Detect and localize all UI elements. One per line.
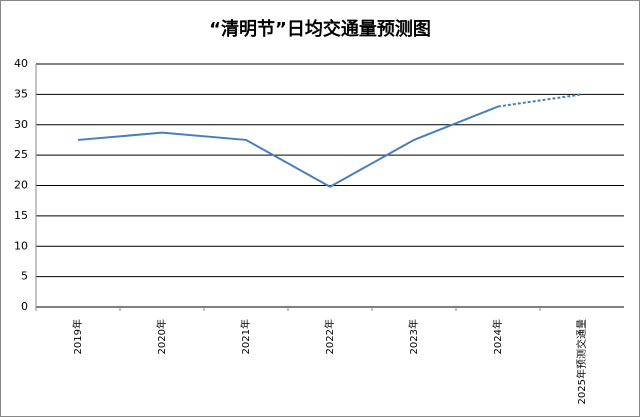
y-tick-label: 35 bbox=[14, 87, 28, 100]
x-tick-label: 2025年预测交通量 bbox=[575, 319, 588, 404]
x-tick-label: 2020年 bbox=[155, 319, 168, 354]
x-tick-label: 2023年 bbox=[407, 319, 420, 354]
chart-title: “清明节”日均交通量预测图 bbox=[209, 18, 431, 40]
y-tick-label: 30 bbox=[14, 118, 28, 131]
x-tick-label: 2022年 bbox=[323, 319, 336, 354]
y-tick-label: 5 bbox=[21, 270, 28, 283]
y-tick-label: 10 bbox=[14, 239, 28, 252]
data-line bbox=[77, 105, 499, 188]
y-tick-label: 0 bbox=[21, 300, 28, 313]
y-tick-label: 15 bbox=[14, 209, 28, 222]
data-line bbox=[497, 93, 583, 108]
x-tick-label: 2024年 bbox=[491, 319, 504, 354]
y-tick-label: 40 bbox=[14, 57, 28, 70]
x-tick-label: 2019年 bbox=[71, 319, 84, 354]
y-tick-label: 20 bbox=[14, 179, 28, 192]
x-tick-label: 2021年 bbox=[239, 319, 252, 354]
y-tick-label: 25 bbox=[14, 148, 28, 161]
